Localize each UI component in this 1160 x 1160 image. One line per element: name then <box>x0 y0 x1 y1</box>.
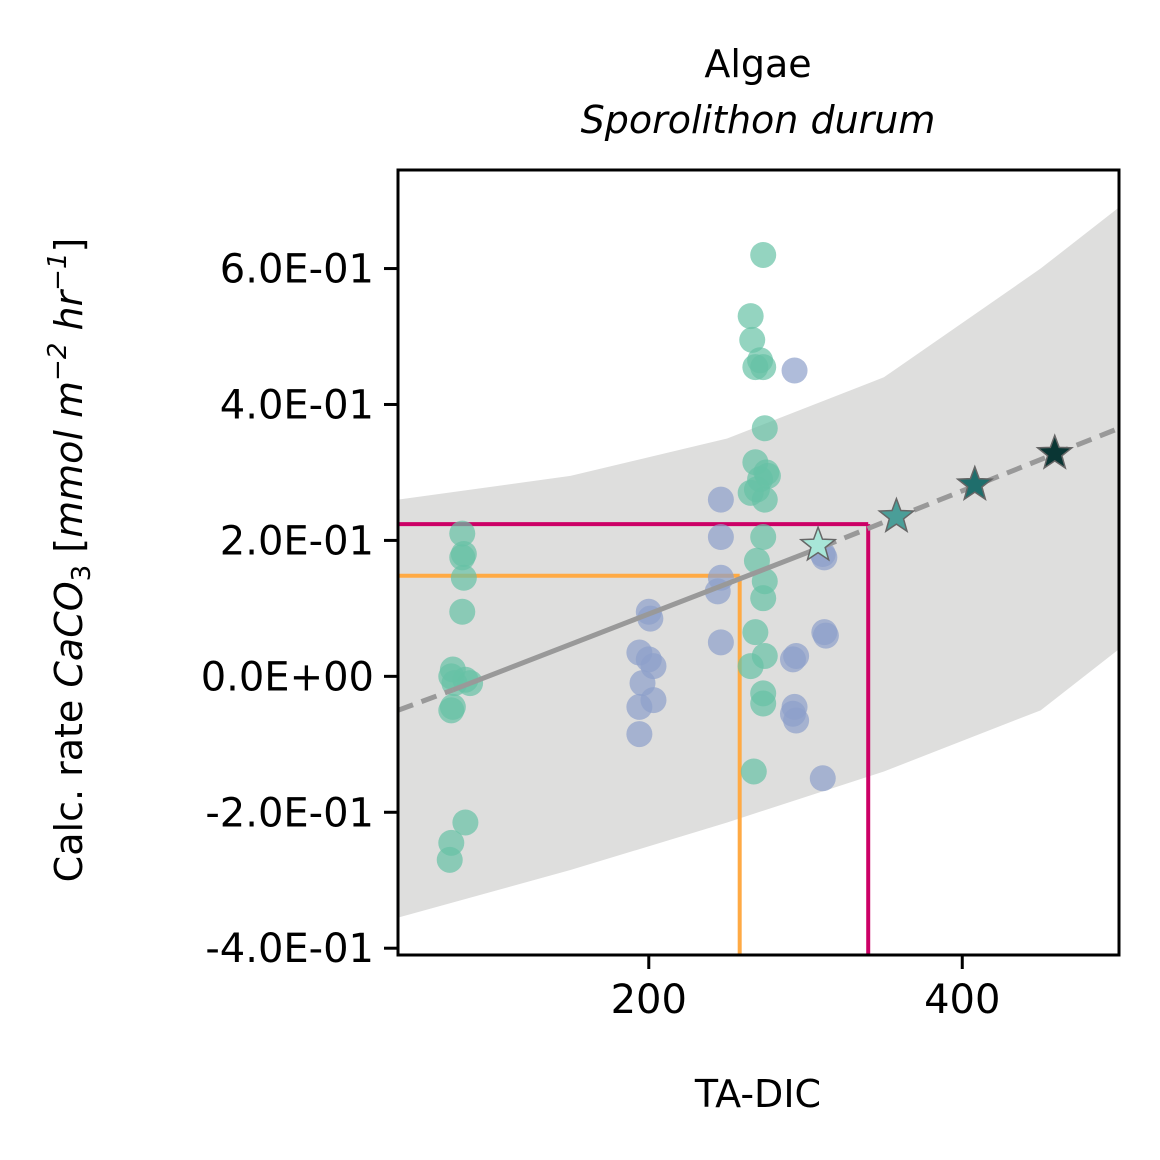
y-axis-label-sub: 3 <box>67 565 97 582</box>
data-point-green <box>452 809 479 836</box>
fit-line-extrapolated-left <box>398 687 454 713</box>
data-point-green <box>750 585 777 612</box>
y-axis-label-unit-mmol: mmol m <box>47 381 91 538</box>
y-axis-label: Calc. rate CaCO3 [mmol m−2 hr−1] <box>43 238 97 883</box>
prediction-star <box>1035 433 1074 470</box>
y-axis-label-unit-open: [ <box>47 538 91 565</box>
x-tick-label: 200 <box>611 977 687 1023</box>
data-point-green <box>750 524 777 551</box>
data-point-green <box>450 564 477 591</box>
data-point-green <box>449 598 476 625</box>
y-axis-label-unit-hr: hr <box>47 288 91 342</box>
data-point-blue <box>707 629 734 656</box>
data-point-green <box>449 544 476 571</box>
data-point-green <box>436 846 463 873</box>
fit-line <box>451 544 823 693</box>
data-point-green <box>751 486 778 513</box>
chart-subtitle: Sporolithon durum <box>581 98 936 142</box>
x-axis-label: TA-DIC <box>694 1072 821 1116</box>
y-tick-label: 0.0E+00 <box>201 654 374 700</box>
data-point-blue <box>781 357 808 384</box>
data-point-blue <box>779 646 806 673</box>
y-axis-label-exp1: −2 <box>43 343 73 381</box>
prediction-star <box>798 525 838 562</box>
y-tick-label: -2.0E-01 <box>205 790 374 836</box>
chart-title: Algae <box>704 42 811 86</box>
data-point-blue <box>809 765 836 792</box>
y-axis-label-exp2: −1 <box>43 253 73 291</box>
y-axis-label-species: CaCO <box>47 581 91 687</box>
y-tick-label: 2.0E-01 <box>220 518 374 564</box>
y-tick-label: 4.0E-01 <box>220 382 374 428</box>
data-point-green <box>438 697 465 724</box>
data-point-blue <box>812 622 839 649</box>
data-point-blue <box>783 707 810 734</box>
data-point-blue <box>707 524 734 551</box>
data-point-green <box>449 520 476 547</box>
x-tick-label: 400 <box>924 977 1000 1023</box>
data-point-green <box>740 758 767 785</box>
data-point-green <box>737 303 764 330</box>
y-axis-label-unit-close: ] <box>47 238 91 253</box>
data-point-green <box>751 415 778 442</box>
y-tick-label: -4.0E-01 <box>205 926 374 972</box>
data-point-green <box>742 619 769 646</box>
data-point-blue <box>707 486 734 513</box>
axes: -4.0E-01 -2.0E-01 0.0E+00 2.0E-01 4.0E-01 6.0… <box>201 247 1001 1023</box>
data-point-green <box>739 326 766 353</box>
plot-area <box>398 207 1119 955</box>
data-point-blue <box>640 687 667 714</box>
y-tick-label: 6.0E-01 <box>220 247 374 293</box>
prediction-star <box>877 496 916 533</box>
prediction-star <box>955 464 994 501</box>
data-point-green <box>737 653 764 680</box>
y-axis-label-prefix: Calc. rate <box>47 688 91 883</box>
data-point-green <box>750 354 777 381</box>
data-point-green <box>750 690 777 717</box>
data-point-blue <box>626 721 653 748</box>
plot-frame <box>396 168 1121 957</box>
data-point-green <box>750 241 777 268</box>
